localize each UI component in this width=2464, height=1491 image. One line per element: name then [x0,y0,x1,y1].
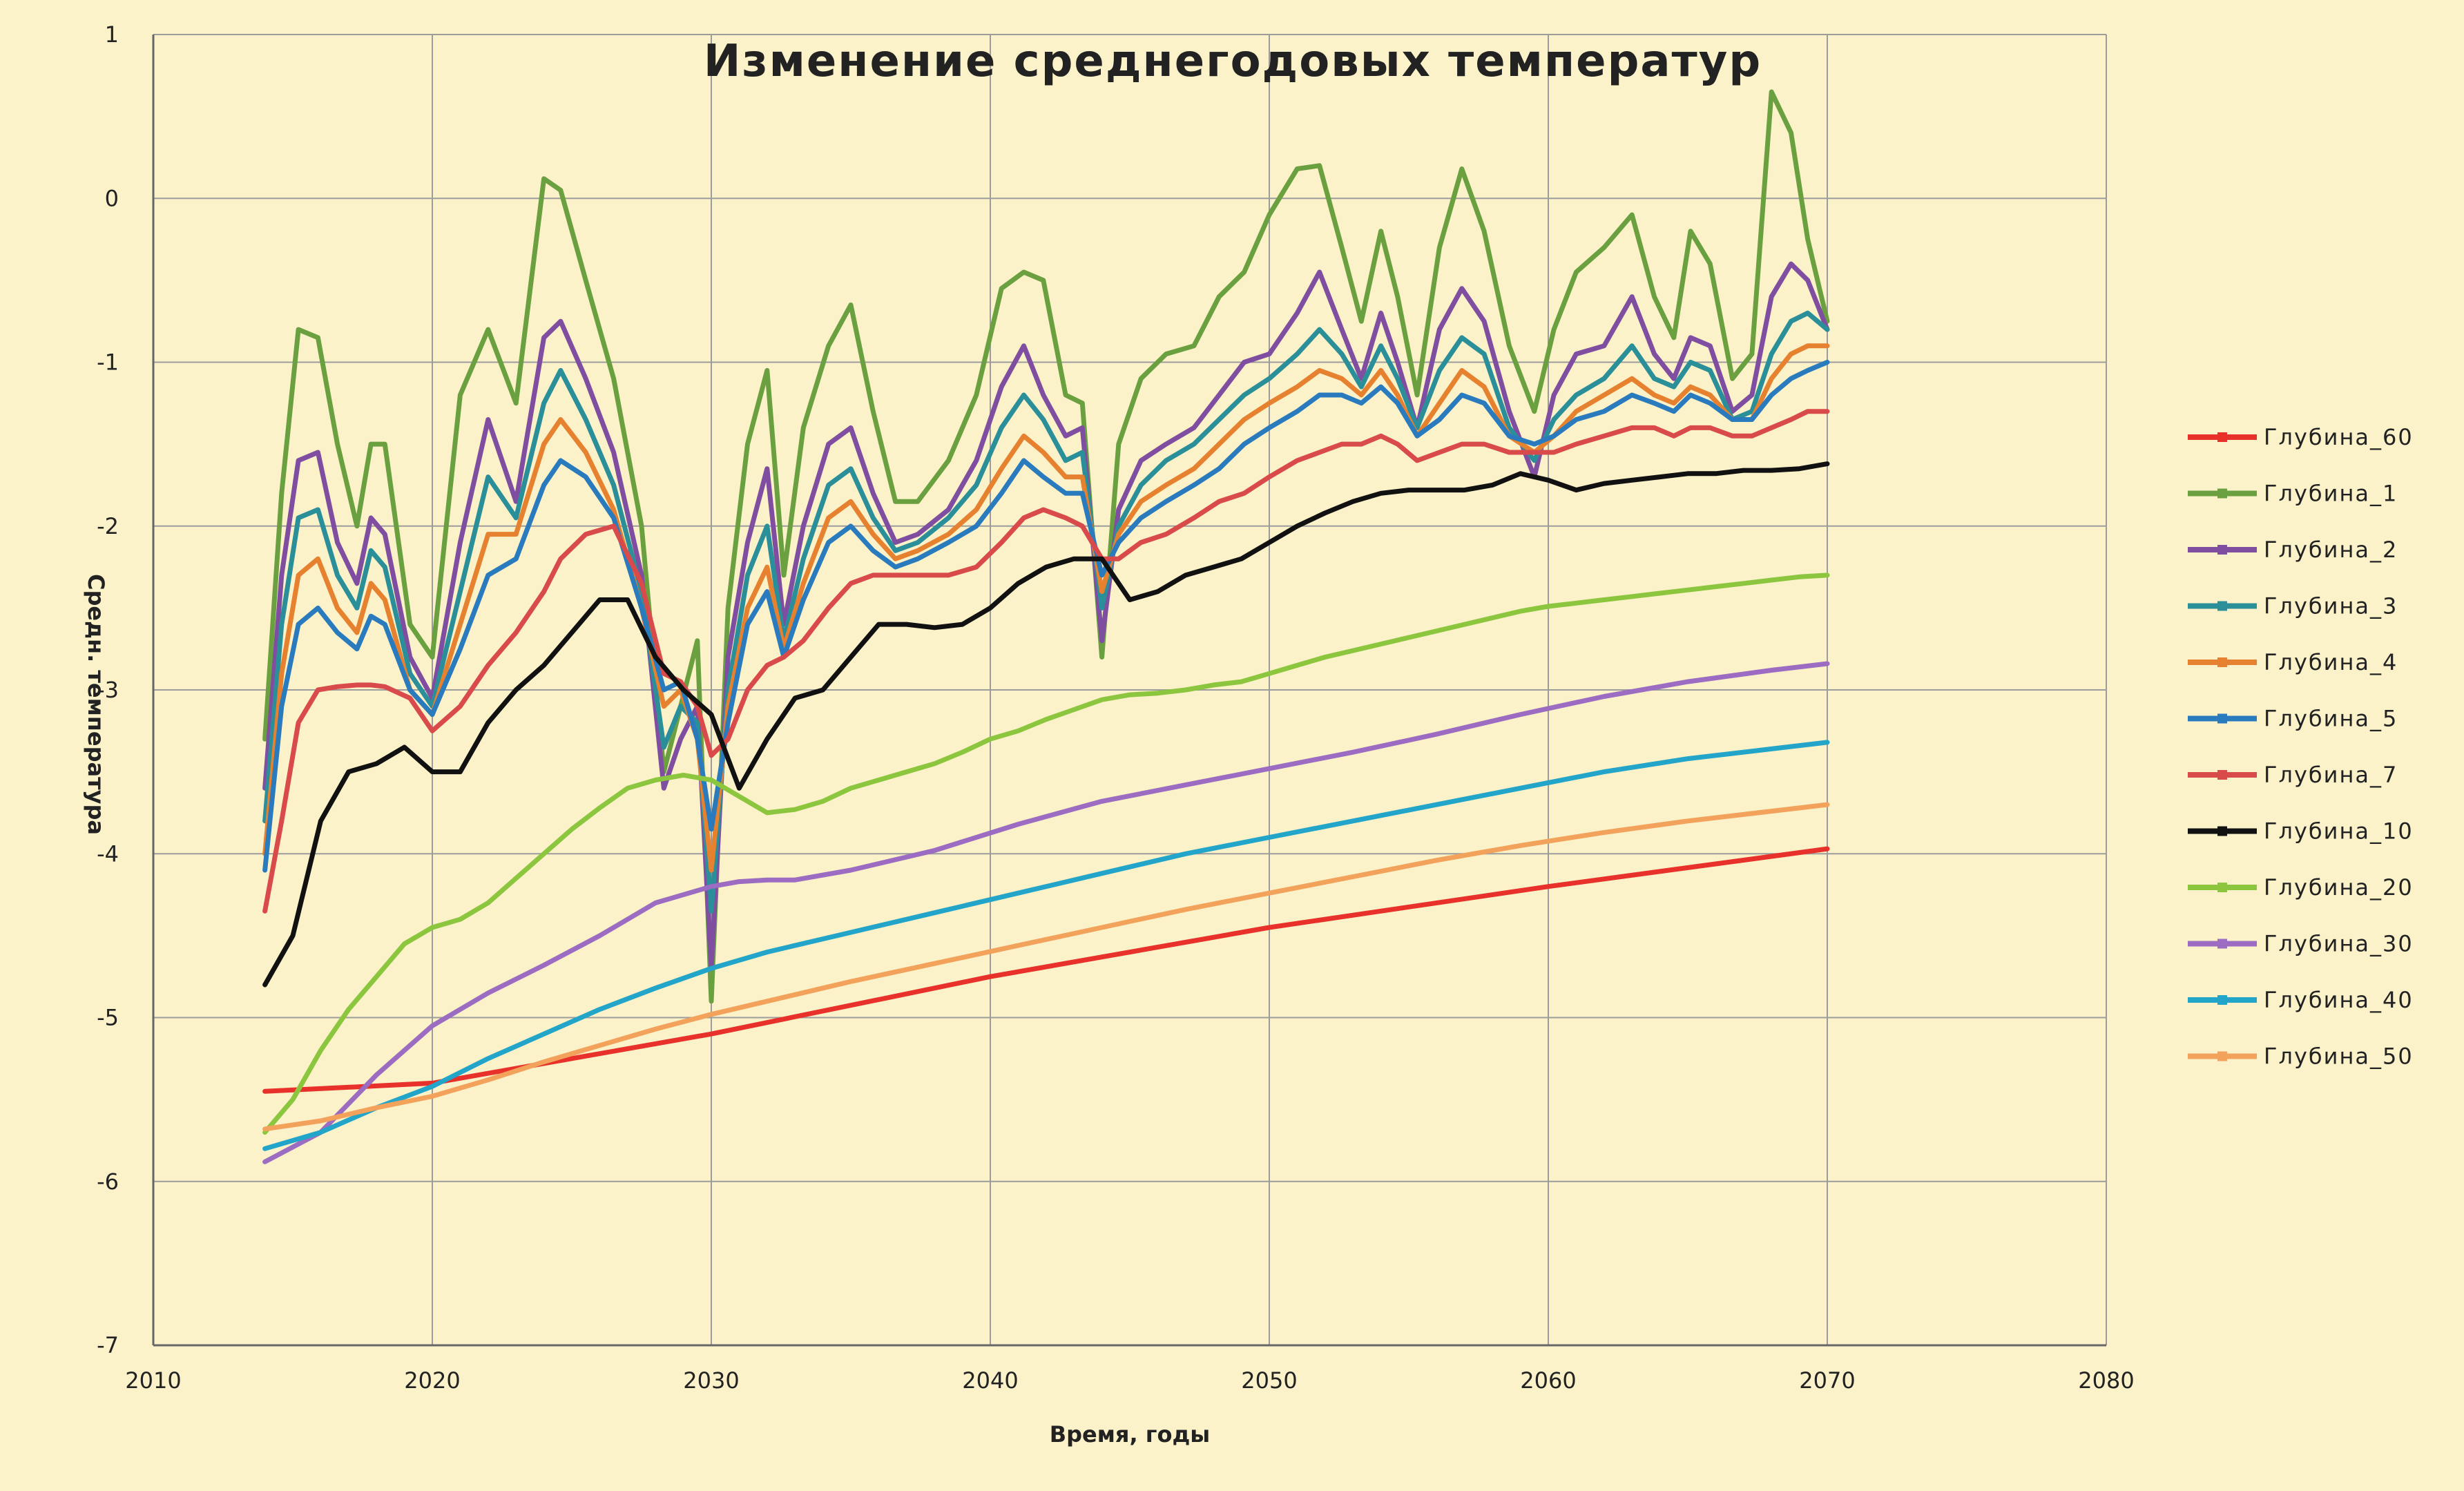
legend-label: Глубина_20 [2264,874,2414,901]
legend-marker [2217,939,2227,949]
series-line-8 [262,461,1830,988]
legend-marker [2217,995,2227,1005]
legend-label: Глубина_4 [2264,649,2398,675]
series-line-12 [262,802,1830,1132]
legend-marker [2217,1051,2227,1061]
legend-label: Глубина_10 [2264,818,2414,845]
legend-item: Глубина_2 [2188,537,2398,563]
x-tick-label: 2010 [125,1367,181,1394]
y-axis-label: Средн. температура [83,574,109,835]
legend-item: Глубина_60 [2188,424,2414,450]
series-line-11 [262,740,1830,1151]
legend-item: Глубина_10 [2188,818,2414,845]
y-tick-label: 1 [105,21,119,48]
legend-item: Глубина_4 [2188,649,2398,675]
legend-label: Глубина_50 [2264,1043,2414,1070]
series-line-4 [262,310,1830,914]
x-tick-label: 2040 [962,1367,1018,1394]
y-tick-label: -5 [97,1005,119,1031]
y-tick-label: -4 [97,840,119,867]
legend-marker [2217,657,2227,667]
grid [153,34,2107,1346]
legend-marker [2217,432,2227,442]
legend-item: Глубина_50 [2188,1043,2414,1070]
x-tick-label: 2070 [1799,1367,1855,1394]
legend-label: Глубина_1 [2264,481,2398,507]
y-tick-label: -7 [97,1332,119,1358]
legend-marker [2217,883,2227,892]
legend-label: Глубина_40 [2264,987,2414,1013]
legend-item: Глубина_40 [2188,987,2414,1013]
series-line-2 [262,89,1830,1004]
legend-item: Глубина_1 [2188,481,2398,507]
legend-item: Глубина_3 [2188,593,2398,619]
x-tick-label: 2020 [404,1367,460,1394]
legend-marker [2217,545,2227,555]
legend-label: Глубина_5 [2264,706,2398,732]
series-line-9 [262,573,1830,1135]
legend-marker [2217,713,2227,724]
legend-label: Глубина_30 [2264,931,2414,957]
x-axis-label: Время, годы [1050,1421,1210,1447]
y-tick-label: -2 [97,513,119,539]
series-line-1 [262,846,1830,1094]
legend-label: Глубина_60 [2264,424,2414,450]
legend-item: Глубина_7 [2188,762,2398,788]
x-tick-label: 2030 [683,1367,739,1394]
legend-item: Глубина_5 [2188,706,2398,732]
legend-marker [2217,826,2227,836]
y-tick-label: -1 [97,349,119,376]
series-line-10 [262,661,1830,1164]
legend-marker [2217,488,2227,499]
x-tick-label: 2050 [1241,1367,1297,1394]
series-line-7 [262,409,1830,914]
legend: Глубина_60 Глубина_1 Глубина_2 Глубина_3 Глу… [2188,424,2414,1070]
series-line-6 [262,360,1830,873]
series-line-5 [262,343,1830,873]
x-tick-label: 2080 [2078,1367,2134,1394]
legend-label: Глубина_3 [2264,593,2398,619]
chart-title: Изменение среднегодовых температур [704,36,1762,87]
legend-marker [2217,601,2227,611]
legend-label: Глубина_2 [2264,537,2398,563]
series-line-3 [262,261,1830,971]
x-tick-label: 2060 [1520,1367,1576,1394]
legend-label: Глубина_7 [2264,762,2398,788]
y-tick-label: -6 [97,1168,119,1195]
legend-marker [2217,770,2227,780]
legend-item: Глубина_30 [2188,931,2414,957]
legend-item: Глубина_20 [2188,874,2414,901]
y-tick-label: -3 [97,677,119,703]
y-tick-label: 0 [105,185,119,211]
series-lines [262,89,1830,1164]
